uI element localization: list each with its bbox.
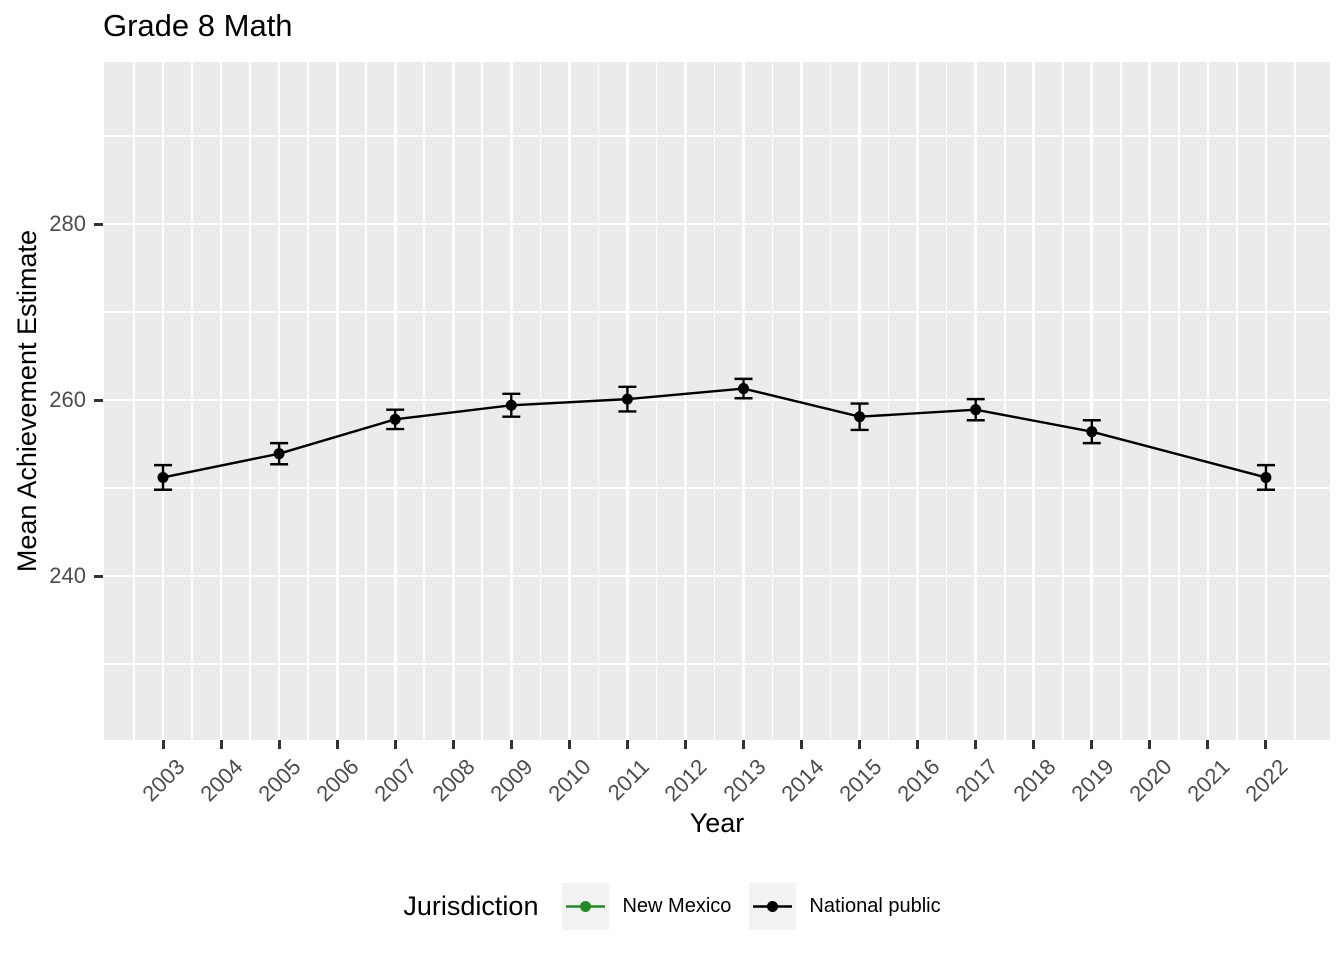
x-tick-mark <box>451 740 455 749</box>
major-gridline-v <box>1206 62 1210 740</box>
x-tick-mark <box>1032 740 1036 749</box>
major-gridline-v <box>858 62 861 740</box>
plot-panel <box>104 62 1330 740</box>
minor-gridline-v <box>1178 62 1180 740</box>
minor-gridline-v <box>887 62 890 740</box>
x-axis-title: Year <box>689 808 745 838</box>
legend-key-glyph <box>566 900 606 912</box>
y-tick-mark <box>94 398 103 402</box>
chart-title: Grade 8 Math <box>103 8 293 43</box>
major-gridline-h <box>104 398 1330 402</box>
y-tick-mark <box>94 574 103 578</box>
major-gridline-h <box>104 574 1330 578</box>
major-gridline-v <box>1148 62 1152 740</box>
data-point <box>273 448 285 460</box>
major-gridline-v <box>219 62 223 740</box>
x-tick-mark <box>974 740 978 749</box>
major-gridline-v <box>916 62 920 740</box>
legend-label-national-public: National public <box>809 894 941 917</box>
x-tick-mark <box>335 740 339 749</box>
minor-gridline-v <box>771 62 774 740</box>
x-tick-mark <box>393 740 397 749</box>
x-tick-mark <box>858 740 862 749</box>
y-tick-mark <box>94 222 103 226</box>
major-gridline-h <box>104 222 1330 226</box>
x-tick-mark <box>161 740 165 749</box>
x-tick-mark <box>916 740 920 749</box>
series-layer <box>154 377 1275 491</box>
minor-gridline-h <box>104 663 1330 665</box>
legend-item-national-public: National public <box>749 882 941 930</box>
data-point <box>505 399 517 411</box>
minor-gridline-v <box>1236 62 1238 740</box>
major-gridline-v <box>451 62 455 740</box>
minor-gridline-h <box>104 135 1330 137</box>
legend-label-new-mexico: New Mexico <box>622 894 732 917</box>
x-tick-mark <box>683 740 687 749</box>
minor-gridline-h <box>104 487 1330 489</box>
minor-gridline-v <box>945 62 948 740</box>
x-tick-mark <box>625 740 629 749</box>
minor-gridline-v <box>539 62 542 740</box>
legend-item-new-mexico: New Mexico <box>562 882 732 930</box>
major-gridline-v <box>277 62 281 740</box>
x-tick-mark <box>219 740 223 749</box>
series-line <box>162 387 1267 479</box>
x-tick-mark <box>1264 740 1268 749</box>
data-point <box>1086 426 1098 438</box>
x-tick-mark <box>567 740 571 749</box>
x-tick-mark <box>1206 740 1210 749</box>
minor-gridline-v <box>713 62 716 740</box>
minor-gridline-v <box>1294 62 1296 740</box>
y-tick-label: 280 <box>49 211 86 236</box>
data-point <box>157 471 169 483</box>
minor-gridline-v <box>307 62 309 740</box>
y-tick-label: 240 <box>49 563 86 588</box>
x-tick-mark <box>1090 740 1094 749</box>
data-point <box>1260 471 1272 483</box>
legend-title: Jurisdiction <box>403 890 539 921</box>
major-gridline-v <box>1032 62 1036 740</box>
major-gridline-v <box>1264 62 1268 740</box>
legend-key-national-public-icon <box>749 882 797 930</box>
data-point <box>738 383 749 395</box>
major-gridline-v <box>161 62 165 740</box>
minor-gridline-v <box>191 62 193 740</box>
major-gridline-v <box>742 62 745 740</box>
x-tick-mark <box>800 740 804 749</box>
minor-gridline-v <box>365 62 367 740</box>
data-point <box>970 404 982 416</box>
legend: Jurisdiction New Mexico National public <box>0 880 1344 932</box>
minor-gridline-v <box>655 62 658 740</box>
legend-key-glyph <box>753 900 793 912</box>
x-tick-mark <box>1148 740 1152 749</box>
minor-gridline-v <box>1061 62 1064 740</box>
data-point <box>854 411 866 423</box>
minor-gridline-v <box>481 62 484 740</box>
minor-gridline-v <box>423 62 426 740</box>
major-gridline-v <box>1090 62 1094 740</box>
minor-gridline-v <box>133 62 135 740</box>
x-tick-mark <box>277 740 281 749</box>
major-gridline-v <box>393 62 397 740</box>
data-point <box>389 413 401 425</box>
minor-gridline-v <box>1003 62 1006 740</box>
major-gridline-v <box>684 62 687 740</box>
minor-gridline-v <box>249 62 251 740</box>
data-point <box>621 393 633 405</box>
y-tick-label: 260 <box>49 387 86 412</box>
minor-gridline-h <box>104 311 1330 313</box>
legend-key-new-mexico-icon <box>562 882 610 930</box>
minor-gridline-v <box>829 62 832 740</box>
major-gridline-v <box>335 62 339 740</box>
x-tick-mark <box>509 740 513 749</box>
x-tick-mark <box>742 740 745 749</box>
minor-gridline-v <box>1120 62 1122 740</box>
major-gridline-v <box>800 62 803 740</box>
